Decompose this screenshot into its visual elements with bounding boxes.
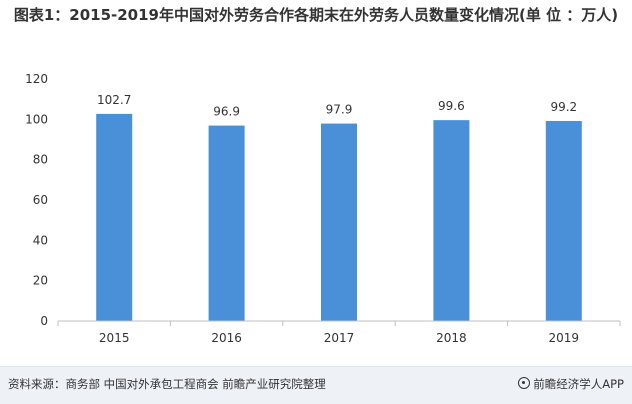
data-labels: 102.7 96.9 97.9 99.6 99.2 [97, 93, 577, 119]
y-tick-label: 100 [25, 112, 48, 126]
data-label-2018: 99.6 [438, 99, 465, 113]
data-label-2016: 96.9 [213, 105, 240, 119]
y-tick-label: 20 [33, 274, 48, 288]
x-tick-label-2019: 2019 [549, 331, 580, 345]
bar-2016 [208, 125, 245, 322]
y-tick-label: 40 [33, 233, 48, 247]
brand-label: 前瞻经济学人APP [518, 376, 624, 392]
y-axis: 0 20 40 60 80 100 120 [25, 72, 48, 328]
x-tick-label-2018: 2018 [436, 331, 467, 345]
chart-title: 图表1：2015-2019年中国对外劳务合作各期末在外劳务人员数量变化情况(单 … [13, 6, 619, 24]
y-tick-label: 80 [33, 153, 48, 167]
bar-2018 [433, 120, 470, 321]
brand-logo-icon [518, 377, 531, 389]
y-tick-label: 0 [40, 314, 48, 328]
x-tick-label-2017: 2017 [324, 331, 355, 345]
footer: 资料来源：商务部 中国对外承包工程商会 前瞻产业研究院整理 前瞻经济学人APP [0, 366, 632, 404]
y-tick-label: 60 [33, 193, 48, 207]
bar-2017 [321, 123, 357, 322]
data-label-2019: 99.2 [550, 100, 577, 114]
source-note: 资料来源：商务部 中国对外承包工程商会 前瞻产业研究院整理 [8, 377, 326, 391]
bar-2015 [96, 113, 133, 321]
data-label-2015: 102.7 [97, 93, 131, 107]
bars [96, 113, 582, 322]
x-axis: 2015 2016 2017 2018 2019 [57, 320, 621, 345]
data-label-2017: 97.9 [326, 103, 353, 117]
bar-chart: 0 20 40 60 80 100 120 102.7 96.9 97.9 99.6 99.2 20… [25, 72, 621, 345]
brand-text: 前瞻经济学人APP [533, 377, 624, 391]
x-tick-label-2015: 2015 [99, 331, 130, 345]
x-tick-label-2016: 2016 [211, 331, 242, 345]
bar-2019 [545, 120, 582, 322]
y-tick-label: 120 [25, 72, 48, 86]
